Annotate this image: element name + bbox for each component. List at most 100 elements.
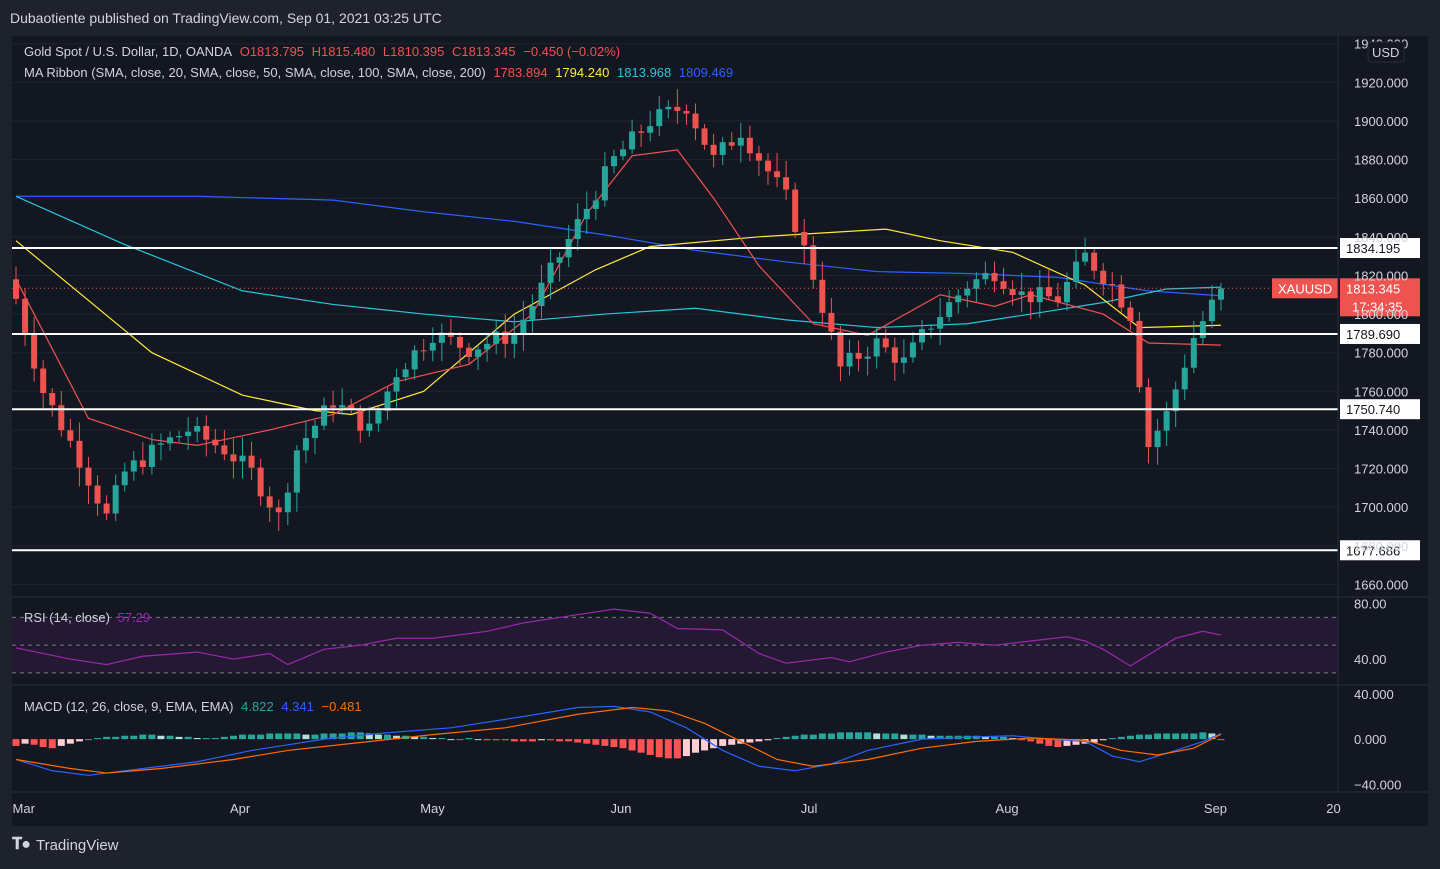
candle-body xyxy=(1118,284,1125,308)
candle-body xyxy=(828,312,835,332)
level-label-bg xyxy=(1340,399,1420,420)
last-price-label: 1813.345 xyxy=(1346,281,1400,296)
candle-body xyxy=(710,144,717,155)
price-tick-label: 1780.000 xyxy=(1354,346,1408,361)
macd-histogram-bar xyxy=(1090,739,1098,743)
candle-body xyxy=(647,126,654,133)
candle-body xyxy=(882,338,889,348)
candle-body xyxy=(620,149,627,157)
candle-body xyxy=(601,166,608,201)
candle-body xyxy=(1036,287,1043,303)
candle-body xyxy=(393,377,400,392)
price-tick-label: 1860.000 xyxy=(1354,191,1408,206)
candle-body xyxy=(1154,430,1161,448)
open-value: O1813.795 xyxy=(239,44,305,59)
candle-body xyxy=(610,156,617,167)
macd-histogram-bar xyxy=(537,739,545,741)
candle-body xyxy=(139,460,146,468)
candle-body xyxy=(1163,411,1170,431)
ma50-value: 1794.240 xyxy=(555,65,610,80)
candle-body xyxy=(493,331,500,344)
macd-tick-label: 0.000 xyxy=(1354,732,1387,747)
macd-histogram-bar xyxy=(66,739,74,744)
macd-histogram-bar xyxy=(583,739,591,744)
candle-body xyxy=(919,329,925,343)
candle-body xyxy=(692,113,699,129)
candle-body xyxy=(167,437,174,444)
price-tick-label: 1760.000 xyxy=(1354,384,1408,399)
macd-histogram-bar xyxy=(148,734,156,740)
candle-body xyxy=(466,347,472,357)
candle-body xyxy=(511,333,518,344)
price-tick-label: 1660.000 xyxy=(1354,577,1408,592)
macd-title[interactable]: MACD (12, 26, close, 9, EMA, EMA) xyxy=(24,699,234,714)
macd-line xyxy=(15,705,1222,776)
candle-body xyxy=(157,443,164,445)
candle-body xyxy=(266,496,273,508)
candle-body xyxy=(719,142,726,155)
candle-body xyxy=(982,272,989,280)
macd-histogram-bar xyxy=(728,739,736,745)
macd-histogram-bar xyxy=(519,739,527,742)
candle-body xyxy=(991,272,998,282)
level-label: 1677.686 xyxy=(1346,543,1400,558)
candle-body xyxy=(538,282,545,307)
candle-body xyxy=(58,405,65,431)
macd-histogram-bar xyxy=(1036,739,1044,744)
level-label: 1834.195 xyxy=(1346,241,1400,256)
candle-body xyxy=(855,352,862,359)
candle-body xyxy=(112,485,119,514)
macd-histogram-bar xyxy=(900,734,908,740)
macd-histogram-bar xyxy=(556,739,564,742)
chart-canvas[interactable]: 1834.195 1789.690 1750.740 1677.686 XAUUSD 18… xyxy=(12,36,1428,826)
macd-histogram-bar xyxy=(882,733,890,740)
macd-histogram-bar xyxy=(121,735,129,740)
candle-body xyxy=(1172,389,1179,412)
level-label-bg xyxy=(1340,323,1420,344)
footer-brand[interactable]: 𝐓● TradingView xyxy=(12,836,119,854)
macd-histogram-bar xyxy=(275,733,283,740)
candle-body xyxy=(1009,288,1016,295)
candle-body xyxy=(212,439,219,446)
candle-body xyxy=(520,319,527,334)
candle-body xyxy=(946,302,953,318)
rsi-pane: 40.00 80.00 xyxy=(12,597,1387,674)
macd-histogram-bar xyxy=(719,739,727,746)
candle-body xyxy=(76,440,83,468)
candle-body xyxy=(194,425,201,432)
candle-body xyxy=(728,142,735,146)
candle-body xyxy=(1063,281,1070,303)
candle-body xyxy=(774,171,781,178)
macd-histogram-bar xyxy=(248,734,256,740)
macd-histogram-bar xyxy=(692,739,699,753)
macd-histogram-bar xyxy=(1163,733,1171,740)
macd-histogram-bar xyxy=(329,733,337,740)
candle-body xyxy=(176,436,183,438)
candle-body xyxy=(40,368,47,394)
macd-histogram-bar xyxy=(510,739,518,742)
brand-name: TradingView xyxy=(35,836,119,854)
last-price-bg xyxy=(1340,278,1420,317)
rsi-title[interactable]: RSI (14, close) xyxy=(24,610,110,625)
macd-histogram-bar xyxy=(420,736,428,740)
time-tick-label: 20 xyxy=(1326,801,1340,816)
candle-body xyxy=(402,369,409,378)
candle-body xyxy=(928,328,935,330)
candle-body xyxy=(764,160,771,172)
candle-body xyxy=(239,455,246,462)
chart-frame[interactable]: 1834.195 1789.690 1750.740 1677.686 XAUUSD 18… xyxy=(12,36,1428,826)
time-tick-label: May xyxy=(420,801,445,816)
macd-histogram-bar xyxy=(75,739,83,742)
macd-histogram-bar xyxy=(39,739,47,748)
macd-value: 4.822 xyxy=(241,699,274,714)
rsi-tick-label: 40.00 xyxy=(1354,652,1387,667)
price-tick-label: 1740.000 xyxy=(1354,423,1408,438)
ma50-line xyxy=(15,228,1221,416)
candle-body xyxy=(801,231,808,246)
macd-histogram-bar xyxy=(1145,734,1152,740)
macd-histogram-bar xyxy=(682,739,690,757)
ma-ribbon-title[interactable]: MA Ribbon (SMA, close, 20, SMA, close, 5… xyxy=(24,65,486,80)
macd-histogram-bar xyxy=(211,738,219,740)
symbol-title[interactable]: Gold Spot / U.S. Dollar, 1D, OANDA xyxy=(24,44,233,59)
candle-body xyxy=(384,391,391,411)
